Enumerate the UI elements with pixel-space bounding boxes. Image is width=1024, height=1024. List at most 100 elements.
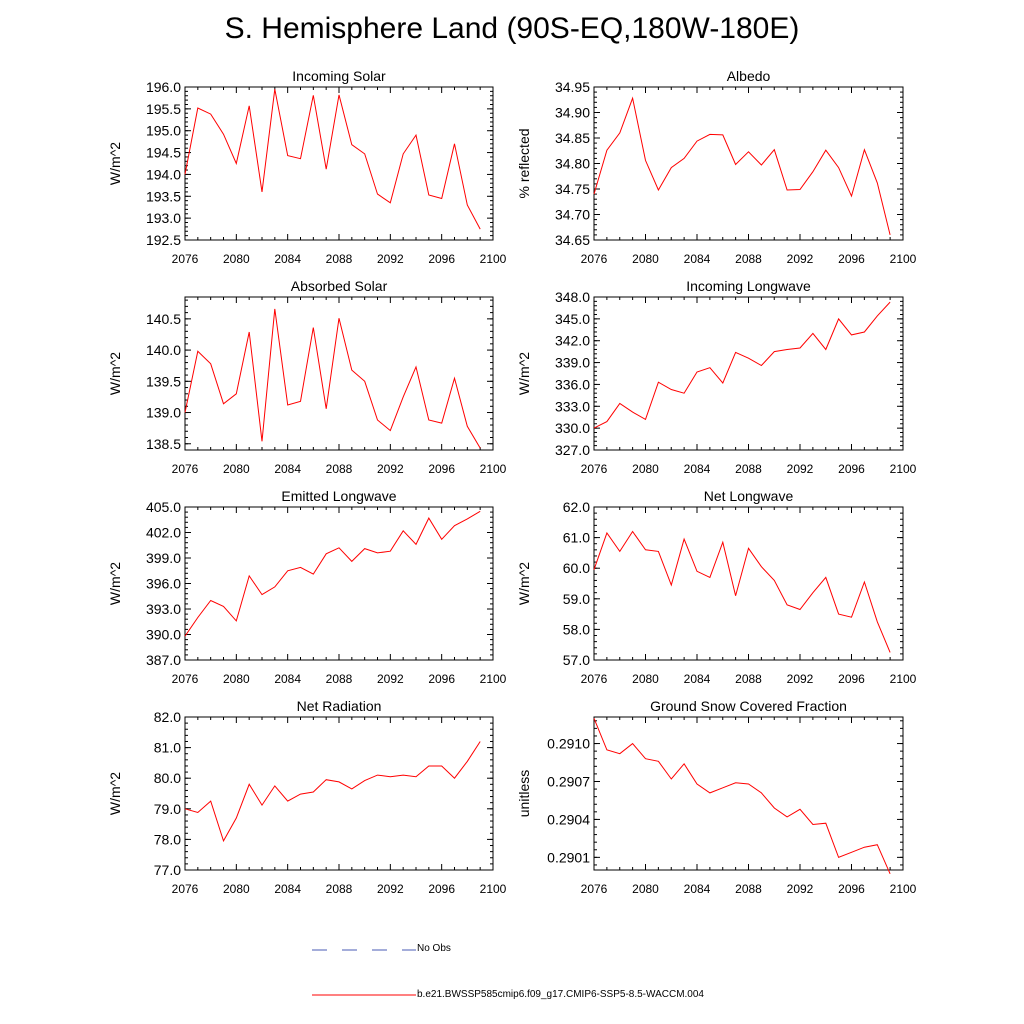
- ground-snow-covered-fraction-ytick-label: 0.2910: [547, 736, 590, 752]
- net-longwave-ytick-label: 61.0: [563, 530, 590, 546]
- absorbed-solar-xtick-label: 2084: [274, 462, 301, 476]
- incoming-solar-xtick-label: 2080: [223, 252, 250, 266]
- emitted-longwave-ylabel: W/m^2: [107, 562, 123, 605]
- ground-snow-covered-fraction-ytick-label: 0.2904: [547, 811, 590, 827]
- legend-obs-line: [312, 949, 416, 951]
- incoming-longwave-xtick-label: 2100: [890, 462, 917, 476]
- absorbed-solar-xtick-label: 2096: [428, 462, 455, 476]
- net-radiation-xtick-label: 2076: [172, 882, 199, 896]
- emitted-longwave-ytick-label: 387.0: [146, 652, 181, 668]
- net-radiation-ylabel: W/m^2: [107, 772, 123, 815]
- albedo-xtick-label: 2084: [684, 252, 711, 266]
- incoming-solar-ytick-label: 194.0: [146, 166, 181, 182]
- net-radiation-xtick-label: 2092: [377, 882, 404, 896]
- incoming-longwave-xtick-label: 2096: [838, 462, 865, 476]
- albedo-ylabel: % reflected: [516, 128, 532, 198]
- incoming-longwave-ytick-label: 345.0: [555, 311, 590, 327]
- incoming-longwave-xtick-label: 2088: [735, 462, 762, 476]
- net-radiation-xtick-label: 2080: [223, 882, 250, 896]
- net-longwave-ylabel: W/m^2: [516, 562, 532, 605]
- net-radiation-title: Net Radiation: [297, 698, 382, 714]
- albedo-ytick-label: 34.70: [555, 207, 590, 223]
- incoming-longwave-ytick-label: 330.0: [555, 420, 590, 436]
- ground-snow-covered-fraction-title: Ground Snow Covered Fraction: [650, 698, 847, 714]
- net-longwave-ytick-label: 62.0: [563, 499, 590, 515]
- net-radiation-series-line: [184, 741, 481, 843]
- albedo-xtick-label: 2076: [581, 252, 608, 266]
- net-longwave-ytick-label: 59.0: [563, 591, 590, 607]
- incoming-longwave-xtick-label: 2092: [787, 462, 814, 476]
- net-radiation-xtick-label: 2100: [480, 882, 507, 896]
- incoming-solar-xtick-label: 2084: [274, 252, 301, 266]
- net-longwave-series-line: [593, 530, 891, 653]
- albedo-series-line: [593, 96, 891, 236]
- ground-snow-covered-fraction-series-line: [593, 718, 891, 875]
- emitted-longwave-series-line: [184, 510, 481, 637]
- emitted-longwave-plot-frame: [184, 506, 494, 661]
- net-radiation-xtick-label: 2088: [326, 882, 353, 896]
- legend-model-label: b.e21.BWSSP585cmip6.f09_g17.CMIP6-SSP5-8…: [417, 989, 704, 1000]
- albedo-xtick-label: 2100: [890, 252, 917, 266]
- albedo-ytick-label: 34.80: [555, 156, 590, 172]
- net-longwave-title: Net Longwave: [704, 488, 794, 504]
- absorbed-solar-series-line: [184, 308, 481, 449]
- ground-snow-covered-fraction-xtick-label: 2076: [581, 882, 608, 896]
- absorbed-solar-xtick-label: 2076: [172, 462, 199, 476]
- incoming-longwave-xtick-label: 2080: [632, 462, 659, 476]
- incoming-solar-ylabel: W/m^2: [107, 142, 123, 185]
- absorbed-solar-ytick-label: 138.5: [146, 436, 181, 452]
- absorbed-solar-ylabel: W/m^2: [107, 352, 123, 395]
- albedo-ytick-label: 34.65: [555, 232, 590, 248]
- absorbed-solar-xtick-label: 2088: [326, 462, 353, 476]
- net-longwave-xtick-label: 2088: [735, 672, 762, 686]
- emitted-longwave-xtick-label: 2080: [223, 672, 250, 686]
- chart-net-radiation: Net Radiation W/m^2 2076 2080 2084 2088 2092 20…: [107, 698, 507, 896]
- incoming-solar-xtick-label: 2096: [428, 252, 455, 266]
- incoming-solar-title: Incoming Solar: [292, 68, 386, 84]
- ground-snow-covered-fraction-ytick-label: 0.2907: [547, 773, 590, 789]
- net-radiation-ytick-label: 78.0: [154, 831, 181, 847]
- albedo-title: Albedo: [727, 68, 771, 84]
- emitted-longwave-xtick-label: 2096: [428, 672, 455, 686]
- net-radiation-ytick-label: 81.0: [154, 740, 181, 756]
- net-longwave-plot-frame: [593, 506, 904, 661]
- emitted-longwave-ytick-label: 390.0: [146, 627, 181, 643]
- emitted-longwave-title: Emitted Longwave: [281, 488, 396, 504]
- incoming-longwave-ytick-label: 342.0: [555, 333, 590, 349]
- incoming-solar-ytick-label: 195.0: [146, 123, 181, 139]
- net-longwave-ytick-label: 57.0: [563, 652, 590, 668]
- ground-snow-covered-fraction-xtick-label: 2100: [890, 882, 917, 896]
- incoming-longwave-plot-frame: [593, 296, 904, 451]
- chart-albedo: Albedo % reflected 2076 2080 2084 2088 2092 209…: [516, 68, 917, 266]
- incoming-solar-xtick-label: 2076: [172, 252, 199, 266]
- net-longwave-xtick-label: 2084: [684, 672, 711, 686]
- emitted-longwave-ytick-label: 393.0: [146, 601, 181, 617]
- incoming-solar-xtick-label: 2100: [480, 252, 507, 266]
- incoming-solar-ytick-label: 192.5: [146, 232, 181, 248]
- ground-snow-covered-fraction-xtick-label: 2084: [684, 882, 711, 896]
- incoming-solar-ytick-label: 195.5: [146, 101, 181, 117]
- net-radiation-ytick-label: 79.0: [154, 801, 181, 817]
- net-radiation-ytick-label: 82.0: [154, 709, 181, 725]
- chart-incoming-solar: Incoming Solar W/m^2 2076 2080 2084 2088 2092 2…: [107, 68, 507, 266]
- albedo-ytick-label: 34.90: [555, 105, 590, 121]
- net-longwave-xtick-label: 2080: [632, 672, 659, 686]
- legend-model-line: [312, 994, 416, 996]
- incoming-solar-ytick-label: 194.5: [146, 145, 181, 161]
- incoming-longwave-ytick-label: 348.0: [555, 289, 590, 305]
- absorbed-solar-xtick-label: 2100: [480, 462, 507, 476]
- emitted-longwave-xtick-label: 2076: [172, 672, 199, 686]
- net-longwave-xtick-label: 2096: [838, 672, 865, 686]
- emitted-longwave-ytick-label: 399.0: [146, 550, 181, 566]
- albedo-plot-frame: [593, 86, 904, 241]
- chart-incoming-longwave: Incoming Longwave W/m^2 2076 2080 2084 2088 20…: [516, 278, 917, 476]
- absorbed-solar-ytick-label: 140.5: [146, 311, 181, 327]
- ground-snow-covered-fraction-xtick-label: 2088: [735, 882, 762, 896]
- ground-snow-covered-fraction-ytick-label: 0.2901: [547, 849, 590, 865]
- albedo-xtick-label: 2096: [838, 252, 865, 266]
- incoming-longwave-xtick-label: 2084: [684, 462, 711, 476]
- chart-net-longwave: Net Longwave W/m^2 2076 2080 2084 2088 2092 209…: [516, 488, 917, 686]
- ground-snow-covered-fraction-ylabel: unitless: [516, 770, 532, 817]
- ground-snow-covered-fraction-xtick-label: 2096: [838, 882, 865, 896]
